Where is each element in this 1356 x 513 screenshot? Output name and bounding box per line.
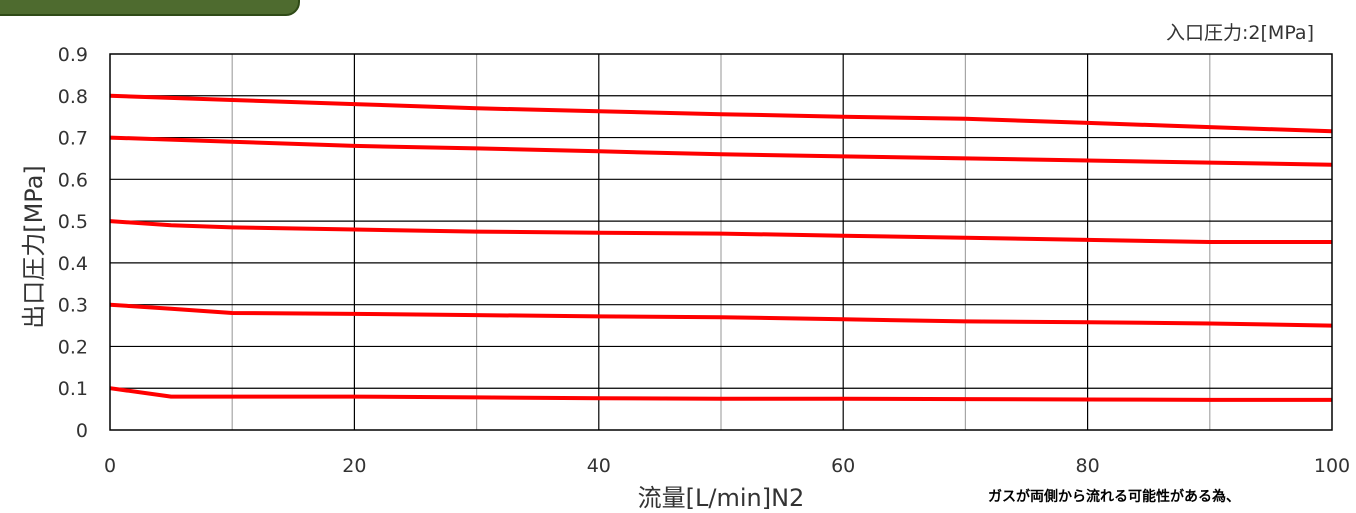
series-line xyxy=(109,386,1332,402)
footnote-text: ガスが両側から流れる可能性がある為、 xyxy=(988,489,1240,505)
series-line xyxy=(109,135,1333,167)
x-tick-label: 80 xyxy=(1076,455,1100,477)
plot-area-border xyxy=(109,53,1333,431)
y-tick-label: 0.8 xyxy=(58,86,88,108)
series-line xyxy=(109,219,1332,244)
x-tick-label: 60 xyxy=(831,455,855,477)
y-tick-label: 0.1 xyxy=(58,378,88,400)
y-tick-label: 0 xyxy=(76,420,88,442)
y-tick-label: 0.9 xyxy=(58,44,88,66)
x-tick-label: 20 xyxy=(342,455,366,477)
x-axis-title: 流量[L/min]N2 xyxy=(638,484,805,512)
y-tick-label: 0.7 xyxy=(58,128,88,150)
x-tick-label: 100 xyxy=(1314,455,1350,477)
y-tick-label: 0.2 xyxy=(58,336,88,358)
y-axis-title: 出口圧力[MPa] xyxy=(20,165,48,329)
y-tick-label: 0.6 xyxy=(58,169,88,191)
series-group xyxy=(109,93,1333,402)
x-tick-label: 40 xyxy=(587,455,611,477)
y-tick-label: 0.5 xyxy=(58,211,88,233)
y-tick-label: 0.3 xyxy=(58,295,88,317)
y-tick-label: 0.4 xyxy=(58,253,88,275)
series-line xyxy=(109,302,1333,328)
series-line xyxy=(109,93,1333,134)
x-tick-label: 0 xyxy=(104,455,116,477)
x-tick-labels: 0 20 40 60 80 100 xyxy=(104,455,1350,477)
y-tick-labels: 0 0.1 0.2 0.3 0.4 0.5 0.6 0.7 0.8 0.9 xyxy=(58,44,88,442)
inlet-pressure-note: 入口圧力:2[MPa] xyxy=(1166,22,1314,44)
